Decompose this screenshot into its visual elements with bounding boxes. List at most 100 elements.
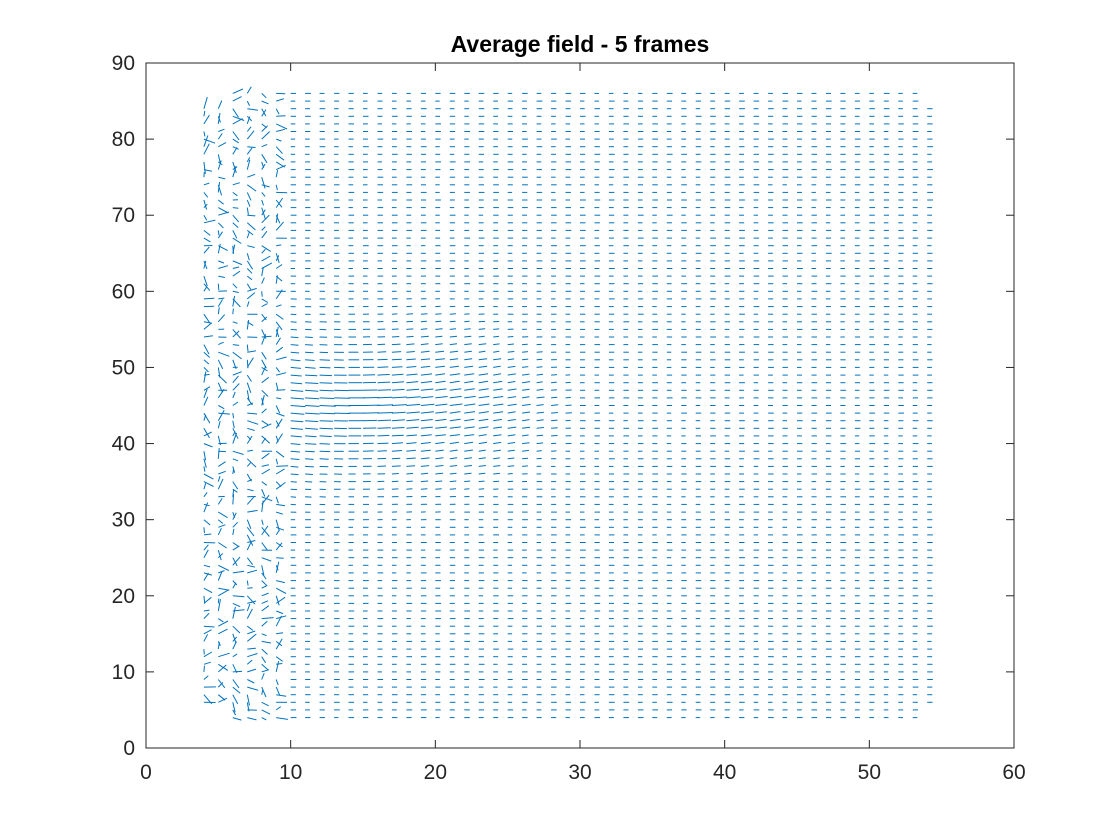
vector-arrow: [464, 480, 471, 483]
vector-arrow: [305, 351, 314, 354]
vector-arrow: [247, 214, 256, 217]
vector-arrow: [218, 297, 225, 300]
vector-arrow: [261, 131, 271, 140]
vector-arrow: [246, 268, 253, 274]
vector-arrow: [246, 319, 250, 330]
vector-arrow: [435, 350, 445, 353]
vector-arrow: [261, 496, 273, 502]
vector-arrow: [203, 458, 207, 468]
vector-arrow: [507, 396, 517, 399]
vector-arrow: [478, 426, 489, 429]
vector-arrow: [275, 433, 283, 444]
vector-arrow: [420, 328, 428, 330]
vector-arrow: [246, 159, 251, 170]
vector-arrow: [435, 403, 448, 406]
vector-arrow: [435, 426, 448, 429]
vector-arrow: [203, 451, 207, 461]
vector-arrow: [290, 481, 297, 483]
vector-arrow: [275, 275, 283, 282]
vector-arrow: [261, 464, 270, 467]
vector-arrow: [217, 314, 226, 323]
vector-arrow: [420, 419, 433, 422]
vector-arrow: [261, 663, 269, 671]
vector-arrow: [232, 383, 240, 391]
x-tick-label: 60: [1002, 761, 1025, 784]
vector-arrow: [217, 519, 224, 524]
vector-arrow: [218, 663, 229, 671]
vector-arrow: [247, 647, 256, 650]
vector-arrow: [275, 164, 287, 171]
vector-arrow: [246, 519, 252, 529]
vector-arrow: [218, 564, 230, 571]
vector-arrow: [247, 564, 256, 568]
vector-arrow: [536, 366, 543, 368]
vector-arrow: [247, 653, 258, 658]
chart-title: Average field - 5 frames: [451, 31, 710, 57]
vector-arrow: [232, 290, 239, 293]
vector-arrow: [232, 542, 240, 548]
vector-arrow: [261, 572, 267, 580]
vector-arrow: [493, 441, 502, 445]
vector-arrow: [246, 702, 250, 712]
vector-arrow: [218, 265, 229, 269]
vector-arrow: [246, 344, 249, 352]
vector-arrow: [420, 396, 434, 399]
vector-arrow: [507, 351, 515, 353]
vector-arrow: [449, 426, 461, 429]
vector-arrow: [420, 480, 429, 483]
vector-arrow: [203, 135, 209, 147]
vector-arrow: [217, 478, 224, 490]
vector-arrow: [275, 565, 279, 571]
vector-arrow: [449, 434, 460, 437]
vector-arrow: [232, 694, 239, 705]
vector-arrow: [290, 374, 302, 377]
vector-arrow: [275, 458, 279, 465]
vector-arrow: [261, 351, 267, 360]
vector-arrow: [464, 373, 475, 376]
vector-arrow: [232, 679, 240, 689]
vector-arrow: [464, 441, 474, 445]
vector-arrow: [290, 473, 299, 476]
vector-arrow: [536, 404, 544, 406]
vector-arrow: [217, 307, 220, 315]
vector-arrow: [420, 335, 429, 338]
vector-arrow: [449, 395, 462, 399]
vector-arrow: [522, 411, 531, 414]
vector-arrow: [232, 321, 238, 324]
vector-arrow: [275, 686, 281, 696]
vector-arrow: [275, 405, 281, 414]
vector-arrow: [493, 411, 504, 414]
vector-arrow: [391, 336, 400, 338]
vector-arrow: [246, 462, 252, 467]
vector-arrow: [493, 472, 500, 475]
vector-arrow: [391, 427, 405, 429]
vector-arrow: [406, 426, 419, 429]
vector-arrow: [377, 419, 392, 422]
y-tick-label: 20: [112, 585, 135, 608]
vector-arrow: [232, 161, 237, 173]
vector-arrow: [435, 380, 446, 384]
vector-arrow: [551, 396, 558, 399]
vector-arrow: [478, 328, 486, 330]
vector-arrow: [203, 527, 205, 534]
vector-arrow: [217, 435, 221, 446]
vector-arrow: [246, 301, 250, 307]
vector-arrow: [276, 356, 287, 361]
vector-arrow: [261, 207, 266, 220]
vector-arrow: [203, 483, 207, 490]
y-tick-label: 30: [112, 509, 135, 532]
vector-arrow: [276, 465, 289, 467]
vector-arrow: [305, 366, 316, 369]
vector-arrow: [261, 313, 267, 321]
vector-arrow: [261, 184, 270, 188]
vector-arrow: [305, 427, 318, 430]
vector-arrow: [261, 408, 267, 414]
vector-arrow: [536, 396, 545, 399]
vector-arrow: [536, 419, 544, 422]
x-tick-label: 0: [140, 761, 152, 784]
vector-arrow: [290, 351, 300, 354]
vector-arrow: [246, 458, 257, 468]
vector-arrow: [217, 420, 221, 429]
vector-arrow: [449, 472, 457, 475]
vector-arrow: [261, 620, 268, 627]
